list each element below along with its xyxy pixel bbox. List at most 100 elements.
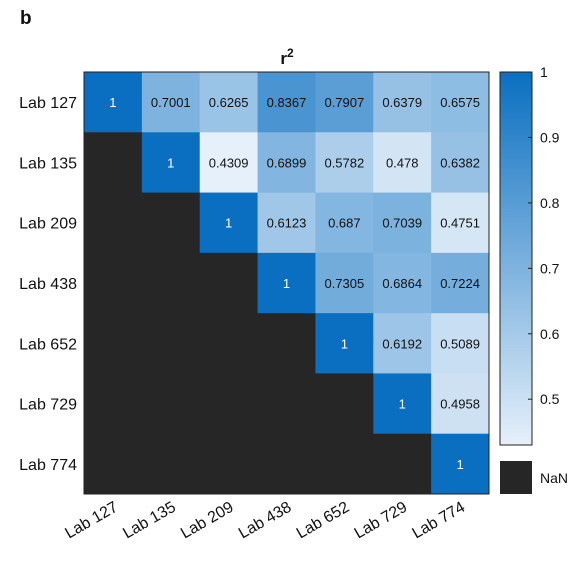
heatmap-cell-nan <box>373 433 432 495</box>
heatmap-cell <box>315 72 374 133</box>
row-tick-label: Lab 652 <box>19 336 77 353</box>
heatmap-cell-label: 0.687 <box>328 216 361 231</box>
heatmap-cell-label: 1 <box>456 457 463 472</box>
colorbar-tick-label: 1 <box>540 64 548 80</box>
heatmap-cell-nan <box>84 192 143 254</box>
heatmap-cell-label: 0.6575 <box>440 95 480 110</box>
heatmap-cell-nan <box>257 433 316 495</box>
row-tick-label: Lab 438 <box>19 276 77 293</box>
heatmap-cell <box>373 132 432 194</box>
heatmap-cell-nan <box>199 373 259 435</box>
heatmap-cell <box>199 72 259 133</box>
heatmap-cell-nan <box>141 373 201 435</box>
heatmap-cell <box>257 192 316 254</box>
heatmap-border <box>83 71 490 495</box>
heatmap-cell-nan <box>199 252 259 314</box>
heatmap-cell-label: 1 <box>225 216 232 231</box>
heatmap-cell <box>431 132 490 194</box>
heatmap-cell <box>199 132 259 194</box>
heatmap-cell-label: 0.6379 <box>382 95 422 110</box>
heatmap-cell-nan <box>199 313 259 374</box>
row-labels: Lab 127 Lab 135 Lab 209 Lab 438 Lab 652 Lab 7… <box>19 95 77 474</box>
colorbar-tick-label: 0.8 <box>540 195 560 211</box>
heatmap-cell <box>315 313 374 374</box>
heatmap-cell <box>373 72 432 133</box>
heatmap-cell <box>315 132 374 194</box>
heatmap-cell-nan <box>315 373 374 435</box>
heatmap-cell <box>431 72 490 133</box>
row-tick-label: Lab 209 <box>19 216 77 233</box>
heatmap-cell-nan <box>141 433 201 495</box>
panel-label: b <box>20 8 32 29</box>
column-tick-label: Lab 774 <box>409 499 468 543</box>
heatmap-cell <box>257 72 316 133</box>
heatmap-cell-label: 0.5089 <box>440 336 480 351</box>
heatmap-cell-label: 0.6382 <box>440 155 480 170</box>
colorbar-tick-label: 0.9 <box>540 129 560 145</box>
heatmap-cell <box>141 132 201 194</box>
heatmap-cell-label: 0.4958 <box>440 397 480 412</box>
heatmap-cell-nan <box>315 433 374 495</box>
heatmap-cell-nan <box>141 192 201 254</box>
heatmap-cell <box>199 192 259 254</box>
heatmap-cell-label: 0.7907 <box>324 95 364 110</box>
heatmap-cell-label: 0.6864 <box>382 276 422 291</box>
heatmap-cell <box>431 373 490 435</box>
heatmap-cell-label: 1 <box>167 155 174 170</box>
heatmap-cell-label: 1 <box>399 397 406 412</box>
colorbar <box>499 71 533 446</box>
nan-swatch <box>500 461 532 494</box>
chart-title: r2 <box>280 46 294 68</box>
heatmap-cell-label: 0.7001 <box>151 95 191 110</box>
chart-title-base: r <box>280 49 287 68</box>
heatmap-cell-label: 0.7224 <box>440 276 480 291</box>
heatmap-cell <box>257 252 316 314</box>
colorbar-tick-label: 0.7 <box>540 260 560 276</box>
heatmap-cell <box>373 252 432 314</box>
heatmap-cell-label: 0.7305 <box>324 276 364 291</box>
heatmap-cell-label: 1 <box>283 276 290 291</box>
heatmap-cell <box>431 252 490 314</box>
row-tick-label: Lab 774 <box>19 457 77 474</box>
heatmap-cell-nan <box>257 373 316 435</box>
heatmap-cell <box>431 433 490 495</box>
heatmap-cell-label: 0.4309 <box>209 155 249 170</box>
heatmap-cell-label: 0.4751 <box>440 216 480 231</box>
heatmap-cell-label: 1 <box>109 95 116 110</box>
row-tick-label: Lab 135 <box>19 155 77 172</box>
heatmap-cell <box>431 313 490 374</box>
heatmap-cell-nan <box>84 132 143 194</box>
heatmap-cell-nan <box>84 313 143 374</box>
column-tick-label: Lab 652 <box>294 499 353 543</box>
column-tick-label: Lab 729 <box>352 499 411 543</box>
colorbar-tick-label: 0.6 <box>540 326 560 342</box>
heatmap-cell-label: 0.6123 <box>267 216 307 231</box>
heatmap-cell <box>315 252 374 314</box>
heatmap-cell <box>315 192 374 254</box>
heatmap-cell-nan <box>84 433 143 495</box>
heatmap-cell-label: 1 <box>341 336 348 351</box>
column-tick-label: Lab 438 <box>236 499 295 543</box>
heatmap-cell-nan <box>84 252 143 314</box>
heatmap-cell-label: 0.6192 <box>382 336 422 351</box>
row-tick-label: Lab 729 <box>19 397 77 414</box>
heatmap-cell <box>257 132 316 194</box>
heatmap-cell-label: 0.8367 <box>267 95 307 110</box>
colorbar-ticks: 0.5 0.6 0.7 0.8 0.9 1 <box>528 64 560 407</box>
heatmap-cell-nan <box>141 252 201 314</box>
heatmap-cell-label: 0.6899 <box>267 155 307 170</box>
heatmap-cell <box>141 72 201 133</box>
heatmap-cell <box>84 72 143 133</box>
heatmap-cell-label: 0.6265 <box>209 95 249 110</box>
heatmap-cell-nan <box>199 433 259 495</box>
colorbar-tick-label: 0.5 <box>540 391 560 407</box>
heatmap-cell-label: 0.7039 <box>382 216 422 231</box>
heatmap-cell-labels: 1 0.7001 0.6265 0.8367 0.7907 0.6379 0.6575 1 0.… <box>109 95 480 472</box>
heatmap-cell <box>373 192 432 254</box>
heatmap-cells <box>84 72 490 495</box>
heatmap-cell-nan <box>84 373 143 435</box>
column-labels: Lab 127 Lab 135 Lab 209 Lab 438 Lab 652 Lab 7… <box>62 499 468 543</box>
row-tick-label: Lab 127 <box>19 95 77 112</box>
heatmap-cell <box>431 192 490 254</box>
